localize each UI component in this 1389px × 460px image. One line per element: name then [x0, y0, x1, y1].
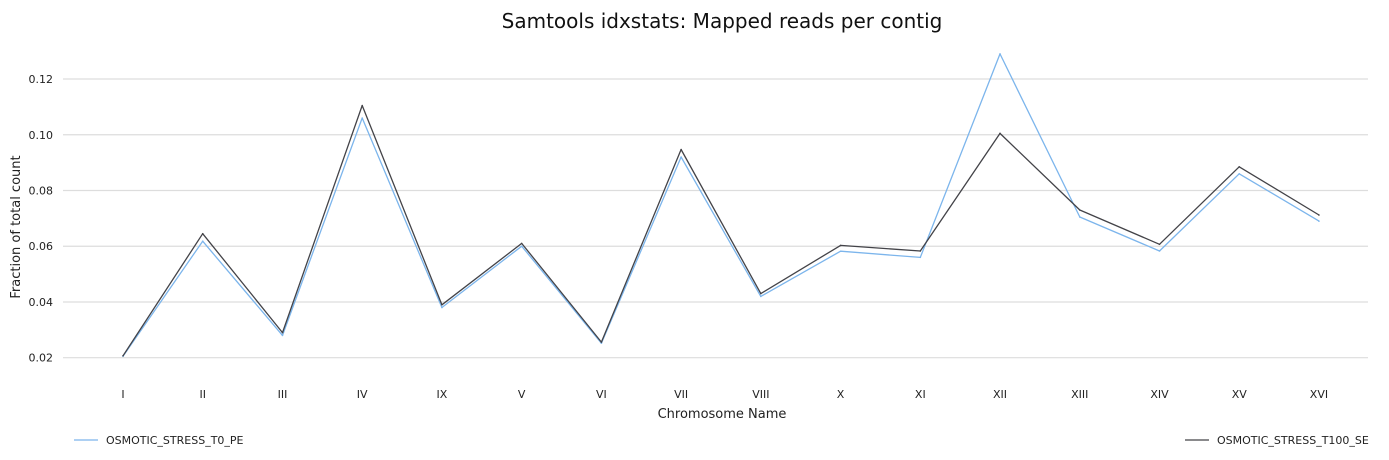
data-point	[281, 334, 284, 337]
x-tick-label: X	[837, 388, 845, 401]
data-point	[1238, 172, 1241, 175]
data-point	[1078, 216, 1081, 218]
data-point	[600, 342, 603, 345]
data-point	[1158, 250, 1161, 252]
y-tick-label: 0.10	[29, 129, 54, 142]
data-point	[1158, 243, 1161, 246]
y-axis: 0.02 0.04 0.06 0.08 0.10 0.12	[29, 73, 54, 365]
x-tick-label: II	[199, 388, 206, 401]
x-tick-label: XV	[1232, 388, 1248, 401]
y-tick-label: 0.12	[29, 73, 54, 86]
x-tick-label: I	[121, 388, 124, 401]
data-point	[122, 354, 124, 357]
x-tick-label: III	[278, 388, 288, 401]
x-tick-label: XII	[993, 388, 1007, 401]
x-tick-label: XIV	[1150, 388, 1169, 401]
legend-label-1: OSMOTIC_STRESS_T0_PE	[106, 434, 244, 447]
x-tick-label: IX	[437, 388, 448, 401]
data-point	[919, 256, 922, 259]
x-tick-label: XI	[915, 388, 926, 401]
data-point	[839, 250, 842, 253]
data-point	[760, 295, 762, 298]
data-point	[760, 292, 762, 295]
chart-title: Samtools idxstats: Mapped reads per cont…	[502, 9, 943, 33]
series-line-2	[122, 104, 1320, 357]
y-tick-label: 0.02	[29, 352, 54, 365]
x-axis-label: Chromosome Name	[658, 407, 787, 422]
x-tick-label: V	[518, 388, 526, 401]
data-point	[201, 232, 204, 235]
data-point	[361, 117, 363, 119]
y-tick-label: 0.06	[29, 240, 54, 253]
data-point	[520, 242, 523, 245]
x-tick-label: XVI	[1310, 388, 1328, 401]
data-point	[361, 104, 363, 107]
y-tick-label: 0.04	[29, 296, 54, 309]
legend-label-2: OSMOTIC_STRESS_T100_SE	[1217, 434, 1369, 447]
data-point	[600, 341, 603, 343]
data-point	[999, 53, 1001, 55]
y-tick-label: 0.08	[29, 184, 54, 197]
x-tick-label: VII	[674, 388, 688, 401]
series-layer	[122, 53, 1320, 358]
data-point	[1238, 166, 1241, 168]
data-point	[201, 240, 204, 243]
grid-layer	[63, 78, 1368, 359]
x-tick-label: IV	[357, 388, 368, 401]
data-point	[441, 306, 443, 309]
data-point	[680, 148, 682, 151]
data-point	[441, 303, 443, 306]
data-point	[839, 244, 842, 247]
x-axis: I II III IV IX V VI VII VIII X XI XII XIII XIV XV XVI	[121, 388, 1328, 401]
data-point	[1318, 214, 1320, 216]
x-tick-label: VI	[596, 388, 607, 401]
data-point	[999, 132, 1001, 135]
x-tick-label: XIII	[1071, 388, 1088, 401]
data-point	[281, 331, 284, 334]
data-point	[520, 245, 523, 248]
data-point	[680, 156, 682, 158]
legend: OSMOTIC_STRESS_T0_PE OSMOTIC_STRESS_T100_…	[74, 434, 1369, 447]
x-tick-label: VIII	[752, 388, 769, 401]
data-point	[1078, 209, 1081, 211]
data-point	[919, 250, 922, 252]
y-axis-label: Fraction of total count	[9, 155, 24, 298]
series-line-1	[122, 53, 1320, 357]
data-point	[1318, 220, 1320, 222]
